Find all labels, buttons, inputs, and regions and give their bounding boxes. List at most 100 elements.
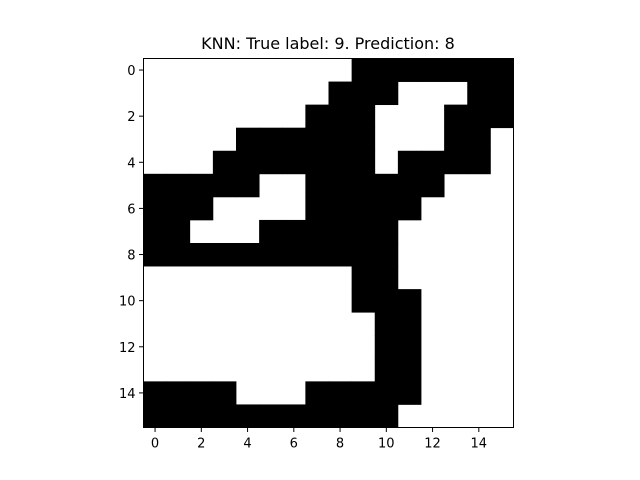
heatmap-cells: [143, 58, 514, 428]
heatmap-cell: [166, 243, 191, 267]
heatmap-cell: [236, 243, 260, 267]
heatmap-cell: [236, 150, 260, 175]
y-tick-label: 4: [127, 156, 135, 171]
heatmap-cell: [374, 312, 399, 336]
heatmap-cell: [328, 150, 353, 175]
heatmap-cell: [328, 127, 353, 152]
heatmap-cell: [444, 127, 468, 152]
heatmap-cell: [328, 381, 353, 405]
heatmap-cell: [212, 243, 237, 267]
heatmap-cell: [282, 150, 306, 175]
heatmap-cell: [351, 404, 376, 428]
heatmap-cell: [467, 58, 491, 82]
heatmap-cell: [259, 404, 283, 428]
heatmap-cell: [189, 404, 214, 428]
heatmap-cell: [374, 289, 399, 313]
y-tick-label: 10: [119, 295, 136, 310]
heatmap-cell: [351, 58, 376, 82]
heatmap-cell: [212, 404, 237, 428]
heatmap-cell: [374, 58, 399, 82]
heatmap-cell: [397, 381, 422, 405]
heatmap-cell: [374, 404, 399, 428]
heatmap-cell: [328, 219, 353, 244]
heatmap-cell: [189, 196, 214, 221]
heatmap-cell: [351, 381, 376, 405]
heatmap-cell: [397, 196, 422, 221]
heatmap-cell: [305, 127, 329, 152]
heatmap-cell: [236, 127, 260, 152]
heatmap-cell: [328, 81, 353, 106]
heatmap-cell: [259, 150, 283, 175]
x-tick-label: 14: [471, 437, 488, 452]
heatmap-cell: [259, 243, 283, 267]
x-tick-label: 4: [243, 437, 251, 452]
heatmap-cell: [490, 81, 514, 106]
heatmap-cell: [467, 81, 491, 106]
heatmap-cell: [397, 150, 422, 175]
heatmap-cell: [397, 312, 422, 336]
axes-frame: [143, 58, 514, 428]
heatmap-cell: [374, 335, 399, 359]
y-tick-label: 14: [119, 387, 136, 402]
heatmap-cell: [305, 404, 329, 428]
heatmap-cell: [351, 219, 376, 244]
heatmap-cell: [259, 127, 283, 152]
x-tick-label: 2: [197, 437, 205, 452]
heatmap-cell: [374, 219, 399, 244]
heatmap-cell: [374, 381, 399, 405]
x-axis: 0 2 4 6 8 10 12 14: [151, 427, 488, 452]
heatmap-cell: [259, 219, 283, 244]
heatmap-cell: [236, 404, 260, 428]
heatmap-cell: [282, 219, 306, 244]
heatmap-cell: [351, 289, 376, 313]
heatmap-cell: [397, 58, 422, 82]
heatmap-cell: [143, 243, 168, 267]
heatmap-cell: [305, 219, 329, 244]
heatmap-cell: [282, 243, 306, 267]
heatmap-cell: [236, 173, 260, 198]
chart-title: KNN: True label: 9. Prediction: 8: [201, 34, 455, 53]
heatmap-cell: [397, 173, 422, 198]
y-axis: 0 2 4 6 8 10 12 14: [119, 64, 144, 402]
heatmap-cell: [421, 58, 445, 82]
heatmap-cell: [374, 243, 399, 267]
heatmap-cell: [490, 58, 514, 82]
y-tick-label: 12: [119, 341, 136, 356]
heatmap-cell: [189, 381, 214, 405]
heatmap-cell: [212, 173, 237, 198]
heatmap-cell: [444, 58, 468, 82]
heatmap-cell: [397, 289, 422, 313]
heatmap-cell: [212, 150, 237, 175]
heatmap-cell: [305, 104, 329, 129]
y-tick-label: 6: [127, 202, 135, 217]
heatmap-cell: [143, 219, 168, 244]
heatmap-cell: [328, 104, 353, 129]
heatmap-cell: [467, 127, 491, 152]
heatmap-cell: [166, 219, 191, 244]
heatmap-cell: [282, 404, 306, 428]
heatmap-cell: [490, 104, 514, 129]
heatmap-cell: [305, 381, 329, 405]
x-tick-label: 8: [336, 437, 344, 452]
heatmap-cell: [397, 358, 422, 382]
heatmap-cell: [166, 196, 191, 221]
heatmap-cell: [467, 104, 491, 129]
heatmap-cell: [351, 104, 376, 129]
y-tick-label: 2: [127, 110, 135, 125]
heatmap-cell: [166, 404, 191, 428]
heatmap-cell: [143, 404, 168, 428]
heatmap-cell: [351, 243, 376, 267]
heatmap-cell: [305, 243, 329, 267]
heatmap-cell: [143, 196, 168, 221]
y-tick-label: 0: [127, 64, 135, 79]
heatmap-cell: [351, 127, 376, 152]
heatmap-cell: [374, 81, 399, 106]
heatmap-cell: [444, 150, 468, 175]
heatmap-cell: [328, 173, 353, 198]
heatmap-cell: [351, 150, 376, 175]
heatmap-cell: [421, 150, 445, 175]
heatmap-cell: [328, 196, 353, 221]
heatmap-cell: [397, 335, 422, 359]
heatmap-cell: [189, 243, 214, 267]
